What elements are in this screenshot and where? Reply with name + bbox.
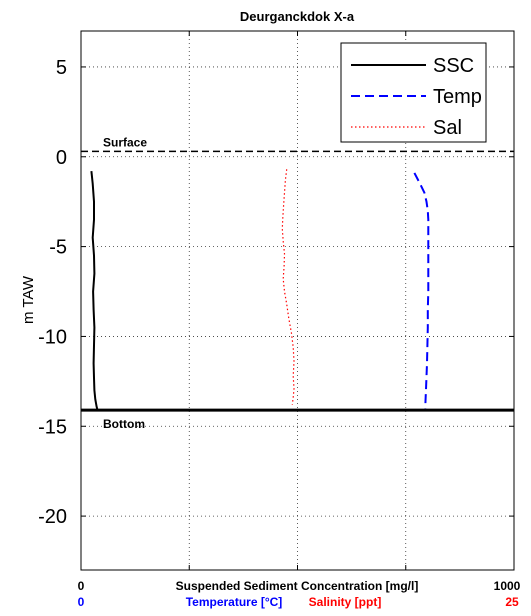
x-axis-min-label: 0 — [78, 579, 85, 593]
y-tick-label: -10 — [38, 326, 67, 348]
legend-label-temp: Temp — [433, 86, 482, 108]
series-line-temp — [413, 172, 430, 409]
reference-lines: Surface Bottom — [81, 135, 514, 431]
legend-label-sal: Sal — [433, 117, 462, 139]
data-series — [90, 169, 430, 411]
sal-axis-max-label: 25 — [505, 595, 519, 609]
y-axis-label: m TAW — [20, 275, 37, 324]
x-axis-label-ssc: Suspended Sediment Concentration [mg/l] — [176, 579, 419, 593]
x-axis-max-label: 1000 — [494, 579, 521, 593]
y-tick-label: 5 — [56, 57, 67, 79]
x-axis-label-sal: Salinity [ppt] — [309, 595, 382, 609]
reference-label-surface: Surface — [103, 135, 147, 149]
y-tick-label: -5 — [49, 237, 67, 259]
legend-box — [340, 42, 487, 143]
y-axis-ticks: 5 0 -5 -10 -15 -20 — [38, 31, 514, 570]
x-axis-label-temp: Temperature [°C] — [186, 595, 283, 609]
y-tick-label: 0 — [56, 147, 67, 169]
grid-lines — [81, 31, 514, 570]
series-line-sal — [281, 169, 295, 405]
temp-axis-min-label: 0 — [78, 595, 85, 609]
y-tick-label: -20 — [38, 506, 67, 528]
legend-label-ssc: SSC — [433, 55, 474, 77]
legend: SSC Temp Sal — [340, 42, 487, 143]
y-tick-label: -15 — [38, 416, 67, 438]
reference-label-bottom: Bottom — [103, 417, 145, 431]
series-line-ssc — [90, 170, 99, 411]
chart-title: Deurganckdok X-a — [240, 9, 355, 24]
